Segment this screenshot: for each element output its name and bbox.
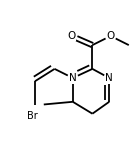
Text: N: N — [69, 73, 77, 83]
Text: N: N — [105, 73, 113, 83]
Text: Br: Br — [27, 111, 38, 121]
Text: O: O — [67, 31, 75, 41]
Text: O: O — [107, 31, 115, 41]
